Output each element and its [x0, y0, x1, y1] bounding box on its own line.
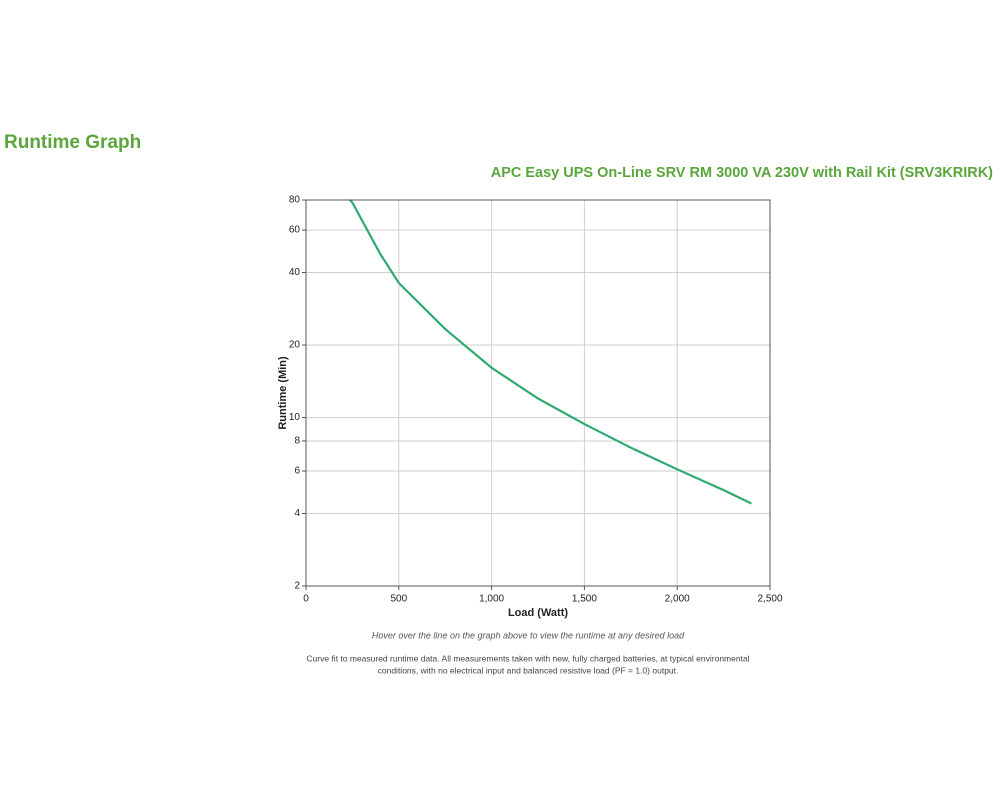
page-title: Runtime Graph — [4, 132, 141, 153]
x-tick-label: 1,000 — [479, 594, 504, 605]
x-axis-label: Load (Watt) — [508, 607, 568, 619]
hover-note: Hover over the line on the graph above t… — [372, 630, 685, 640]
y-tick-label: 10 — [289, 412, 301, 423]
y-tick-label: 20 — [289, 340, 301, 351]
y-tick-label: 4 — [294, 508, 300, 519]
footnote: conditions, with no electrical input and… — [378, 665, 679, 675]
y-tick-label: 6 — [294, 466, 300, 477]
plot: 2 4 6 8 10 20 40 60 80 0 500 1,000 1,500 2,000 2,500 — [289, 195, 783, 605]
y-axis-label: Runtime (Min) — [277, 356, 289, 430]
x-tick-label: 0 — [303, 594, 309, 605]
runtime-line — [349, 199, 752, 505]
y-tick-label: 40 — [289, 267, 301, 278]
y-tick-label: 2 — [294, 581, 300, 592]
plot-frame — [305, 199, 771, 587]
x-tick-label: 1,500 — [572, 594, 597, 605]
y-tick-label: 8 — [294, 436, 300, 447]
y-tick-label: 80 — [289, 195, 301, 206]
x-tick-label: 2,000 — [665, 594, 690, 605]
x-tick-label: 500 — [390, 594, 407, 605]
y-tick-label: 60 — [289, 225, 301, 236]
x-tick-label: 2,500 — [757, 594, 782, 605]
footnote: Curve fit to measured runtime data. All … — [306, 653, 749, 663]
chart-title: APC Easy UPS On-Line SRV RM 3000 VA 230V… — [491, 165, 993, 181]
